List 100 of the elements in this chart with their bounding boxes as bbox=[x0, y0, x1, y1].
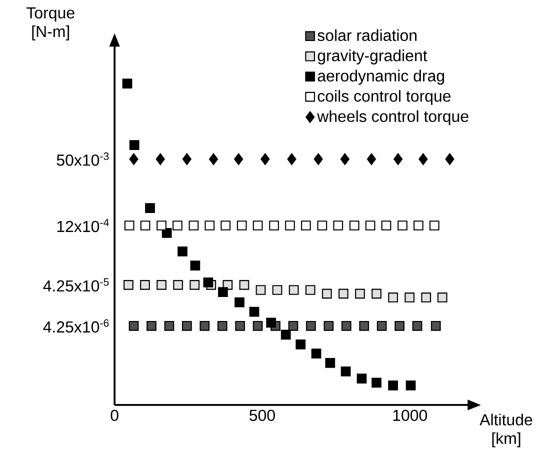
point bbox=[381, 220, 392, 230]
point bbox=[140, 280, 150, 290]
point bbox=[234, 297, 244, 308]
y-tick-label: 12x10$^{-4}$ bbox=[57, 218, 109, 232]
point bbox=[178, 246, 188, 256]
legend-label: wheels control torque bbox=[317, 110, 468, 126]
point bbox=[288, 284, 299, 295]
point bbox=[340, 153, 350, 165]
point bbox=[190, 260, 200, 270]
point bbox=[414, 220, 424, 230]
point bbox=[190, 280, 200, 290]
point bbox=[317, 220, 328, 230]
y-tick-label: 4.25x10$^{-6}$ bbox=[43, 319, 109, 332]
point bbox=[398, 220, 408, 230]
point bbox=[129, 140, 140, 150]
point bbox=[272, 284, 282, 295]
point bbox=[322, 288, 332, 298]
point bbox=[249, 306, 260, 317]
point bbox=[288, 320, 298, 331]
point bbox=[412, 320, 422, 331]
point bbox=[356, 374, 367, 384]
point bbox=[388, 292, 398, 302]
y-tick-label: 50x10$^{-3}$ bbox=[56, 152, 109, 166]
x-tick-label: 1000 bbox=[393, 410, 428, 421]
legend-label: aerodynamic drag bbox=[318, 70, 444, 85]
point bbox=[269, 220, 279, 230]
legend-label: gravity-gradient bbox=[318, 49, 428, 64]
point bbox=[365, 220, 376, 230]
point bbox=[366, 153, 376, 165]
point bbox=[239, 280, 250, 290]
point bbox=[182, 153, 192, 165]
point bbox=[430, 320, 441, 331]
point bbox=[311, 348, 322, 358]
point bbox=[173, 280, 183, 290]
point bbox=[437, 292, 448, 302]
point bbox=[156, 153, 165, 165]
point bbox=[280, 330, 291, 340]
point bbox=[349, 220, 360, 230]
point bbox=[208, 153, 218, 165]
point bbox=[305, 284, 316, 295]
point bbox=[122, 78, 132, 88]
point bbox=[252, 320, 263, 331]
point bbox=[124, 220, 134, 230]
legend-label: solar radiation bbox=[318, 29, 416, 41]
point bbox=[172, 220, 182, 230]
point bbox=[394, 153, 403, 165]
point bbox=[404, 292, 415, 302]
point bbox=[306, 320, 316, 331]
point bbox=[300, 220, 311, 230]
point bbox=[182, 320, 192, 331]
point bbox=[338, 288, 348, 298]
point bbox=[129, 153, 138, 165]
point bbox=[266, 318, 276, 328]
point bbox=[340, 366, 351, 376]
point bbox=[285, 220, 295, 230]
point bbox=[260, 153, 270, 165]
x-tick-label: 0 bbox=[110, 410, 118, 421]
point bbox=[341, 320, 352, 331]
y-axis-title: Torque [N-m] bbox=[26, 7, 74, 40]
legend-label: coils control torque bbox=[318, 90, 451, 105]
point bbox=[218, 287, 228, 297]
point bbox=[445, 153, 454, 165]
point bbox=[156, 280, 166, 290]
point bbox=[333, 220, 344, 230]
point bbox=[162, 228, 172, 238]
x-tick-label: 500 bbox=[250, 410, 275, 421]
point bbox=[429, 220, 440, 230]
point bbox=[146, 320, 156, 331]
point bbox=[124, 280, 134, 290]
point bbox=[145, 202, 155, 213]
point bbox=[376, 320, 387, 331]
point bbox=[418, 153, 428, 165]
point bbox=[324, 320, 334, 331]
x-axis-title: Altitude [km] bbox=[480, 414, 532, 448]
point bbox=[203, 277, 214, 288]
point bbox=[156, 220, 166, 230]
point bbox=[421, 292, 432, 302]
point bbox=[406, 380, 416, 390]
point bbox=[287, 153, 296, 165]
point bbox=[236, 220, 247, 230]
point bbox=[296, 339, 306, 350]
point bbox=[372, 378, 382, 388]
point bbox=[359, 320, 370, 331]
y-tick-label: 4.25x10$^{-5}$ bbox=[43, 278, 109, 292]
point bbox=[256, 284, 266, 295]
point bbox=[220, 220, 231, 230]
point bbox=[200, 320, 210, 331]
point bbox=[394, 320, 404, 331]
point bbox=[355, 288, 365, 298]
point bbox=[252, 220, 263, 230]
point bbox=[235, 320, 246, 331]
point bbox=[128, 320, 139, 331]
point bbox=[388, 380, 398, 390]
point bbox=[314, 153, 323, 165]
point bbox=[325, 358, 336, 368]
point bbox=[372, 288, 382, 298]
point bbox=[140, 220, 150, 230]
point bbox=[188, 220, 199, 230]
point bbox=[204, 220, 215, 230]
point bbox=[164, 320, 174, 331]
